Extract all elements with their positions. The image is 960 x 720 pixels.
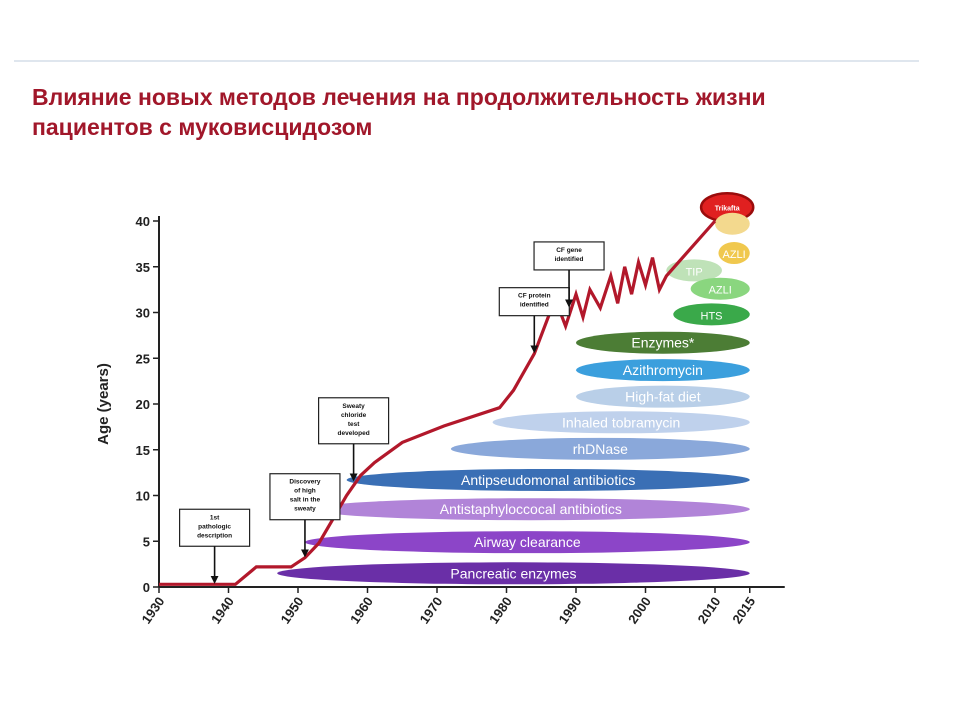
- therapy-band-label: Antipseudomonal antibiotics: [461, 472, 635, 488]
- therapy-band: [576, 359, 750, 382]
- slide-title: Влияние новых методов лечения на продолж…: [32, 82, 892, 142]
- therapy-band-label: TIP: [686, 266, 703, 278]
- therapy-band: [718, 242, 750, 265]
- x-tick-label: 2010: [695, 594, 724, 626]
- x-tick-label: 1960: [347, 594, 376, 626]
- annotation-text: identified: [520, 302, 549, 309]
- x-tick-label: 1970: [417, 594, 446, 626]
- therapy-band: [346, 468, 750, 491]
- therapy-band: [450, 437, 750, 460]
- y-tick-label: 35: [136, 260, 150, 275]
- x-tick-label: 2015: [729, 594, 758, 626]
- y-tick-label: 40: [136, 214, 150, 229]
- annotation-text: identified: [555, 256, 584, 263]
- y-tick-label: 30: [136, 306, 150, 321]
- y-tick-label: 15: [136, 443, 150, 458]
- therapy-band: [576, 385, 750, 408]
- annotation-text: of high: [294, 488, 316, 495]
- therapy-band: [576, 331, 750, 354]
- therapy-bands: Trikafta AZLI TIP AZLI HTS Enzymes* Azithromyc…: [277, 192, 755, 585]
- x-tick-label: 1930: [139, 594, 168, 626]
- therapy-band-label: AZLI: [709, 285, 732, 297]
- therapy-band-label: Trikafta: [715, 205, 740, 212]
- x-tick-label: 1950: [278, 594, 307, 626]
- annotation-text: pathologic: [198, 523, 231, 530]
- annotation-text: sweaty: [294, 506, 316, 513]
- x-tick-label: 2000: [625, 594, 654, 626]
- y-tick-label: 25: [136, 351, 150, 366]
- annotation-text: Discovery: [289, 479, 320, 486]
- therapy-band: [666, 259, 722, 282]
- therapy-band: [304, 531, 750, 554]
- therapy-band-label: AZLI: [722, 249, 745, 261]
- x-tick-label: 1940: [208, 594, 237, 626]
- annotation-text: chloride: [341, 412, 367, 419]
- annotation: CF protein identified: [498, 287, 570, 354]
- x-tick-label: 1980: [486, 594, 515, 626]
- y-tick-label: 20: [136, 397, 150, 412]
- annotation-text: salt in the: [290, 497, 321, 504]
- annotation-box: [498, 287, 570, 317]
- x-tick-label: 1990: [556, 594, 585, 626]
- annotation-box: [179, 508, 251, 547]
- therapy-band-label: Antistaphyloccocal antibiotics: [440, 501, 622, 517]
- y-axis-title: Age (years): [95, 363, 112, 445]
- therapy-band-label: Airway clearance: [474, 534, 581, 550]
- y-tick-label: 0: [143, 580, 150, 595]
- annotation-text: developed: [338, 430, 370, 437]
- y-tick-label: 5: [143, 534, 150, 549]
- therapy-band: [715, 212, 750, 235]
- annotation-text: CF gene: [556, 247, 582, 254]
- therapy-band: [311, 498, 750, 521]
- annotation: Discovery of high salt in the sweaty: [269, 473, 341, 558]
- annotation-text: Sweaty: [342, 403, 365, 410]
- annotation: Sweaty chloride test developed: [318, 397, 390, 482]
- annotation-text: description: [197, 532, 232, 539]
- slide-title-line-2: пациентов с муковисцидозом: [32, 114, 373, 140]
- therapy-band-label: Azithromycin: [623, 362, 703, 378]
- therapy-band-label: High-fat diet: [625, 389, 701, 405]
- therapy-band-label: Enzymes*: [631, 335, 695, 351]
- therapy-band: [673, 303, 750, 326]
- therapy-band-label: rhDNase: [573, 441, 628, 457]
- therapy-band: [690, 277, 750, 300]
- header-divider: [14, 60, 919, 62]
- annotation-box: [533, 241, 605, 271]
- annotation: CF gene identified: [533, 241, 605, 308]
- therapy-band: [492, 411, 750, 434]
- therapy-band-label: Inhaled tobramycin: [562, 414, 680, 430]
- annotation-box: [269, 473, 341, 521]
- annotation: 1st pathologic description: [179, 508, 251, 584]
- slide-title-line-1: Влияние новых методов лечения на продолж…: [32, 84, 766, 110]
- annotation-text: CF protein: [518, 293, 551, 300]
- milestone-annotations: 1st pathologic description Discovery of high…: [179, 241, 605, 584]
- therapy-band: [277, 562, 750, 585]
- therapy-band-label: Pancreatic enzymes: [450, 565, 576, 581]
- y-tick-label: 10: [136, 489, 150, 504]
- annotation-text: test: [348, 421, 360, 428]
- therapy-band-label: HTS: [701, 310, 723, 322]
- annotation-text: 1st: [210, 514, 220, 521]
